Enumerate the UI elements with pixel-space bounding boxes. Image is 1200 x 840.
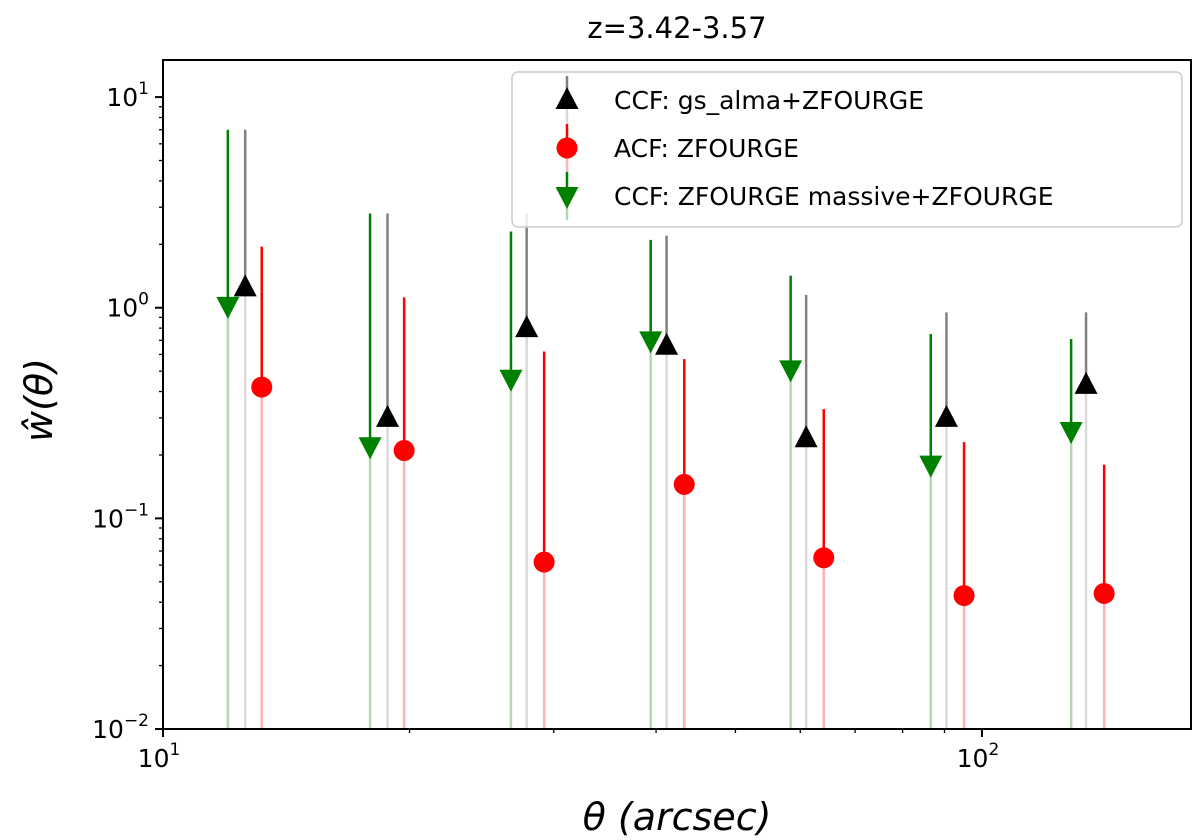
point-s0-p2: [515, 315, 539, 338]
plot-marks: [216, 129, 1115, 729]
point-s1-p1: [393, 439, 415, 461]
legend-label-0: CCF: gs_alma+ZFOURGE: [614, 86, 924, 115]
point-s0-p6: [1074, 371, 1098, 394]
point-s1-p2: [533, 551, 555, 573]
y-tick-label-1: 100: [106, 290, 149, 323]
point-s0-p1: [376, 404, 400, 427]
point-s1-p0: [251, 376, 273, 398]
point-s2-p6: [1059, 421, 1083, 444]
x-axis-label: θ (arcsec): [583, 795, 772, 839]
legend-marker-2: [555, 187, 579, 209]
x-tick-label-1: 102: [957, 740, 1000, 773]
legend-marker-0: [555, 87, 579, 109]
y-axis-label: ŵ(θ): [17, 358, 61, 442]
legend-label-2: CCF: ZFOURGE massive+ZFOURGE: [614, 182, 1054, 211]
legend: CCF: gs_alma+ZFOURGE ACF: ZFOURGE CCF: ZFO…: [511, 71, 1183, 228]
point-s0-p4: [794, 425, 818, 448]
legend-marker-1: [556, 137, 578, 159]
point-s1-p5: [953, 585, 975, 607]
point-s2-p3: [639, 331, 663, 354]
plot-frame: [162, 59, 1192, 730]
point-s0-p0: [233, 274, 257, 297]
y-tick-label-0: 101: [106, 79, 149, 112]
point-s0-p5: [934, 404, 958, 427]
point-s0-p3: [655, 332, 679, 355]
point-s2-p2: [499, 369, 523, 392]
point-s1-p6: [1093, 582, 1115, 604]
y-tick-label-3: 10−2: [92, 711, 149, 744]
legend-label-1: ACF: ZFOURGE: [614, 134, 799, 163]
point-s2-p4: [779, 360, 803, 383]
point-s2-p5: [919, 455, 943, 478]
point-s2-p1: [358, 437, 382, 460]
legend-box: [511, 71, 1183, 228]
chart-title: z=3.42-3.57: [587, 11, 766, 45]
y-tick-label-2: 10−1: [92, 500, 149, 533]
x-tick-label-0: 101: [138, 740, 181, 773]
point-s2-p0: [216, 296, 240, 319]
point-s1-p3: [673, 473, 695, 495]
point-s1-p4: [813, 547, 835, 569]
